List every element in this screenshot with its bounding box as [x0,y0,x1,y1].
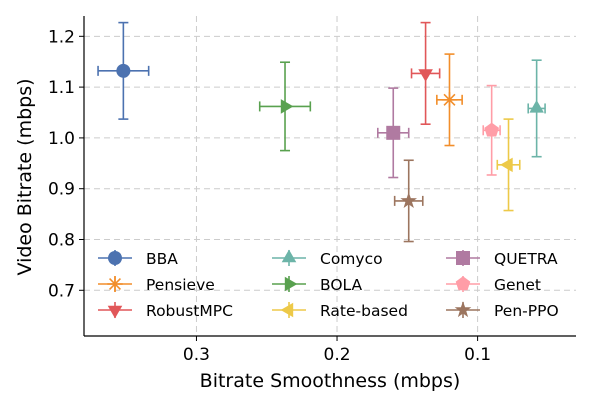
data-point-pensieve [436,53,463,147]
data-point-bba [97,21,150,120]
axes [79,16,576,341]
legend-label: Rate-based [320,302,408,320]
legend-item-comyco: Comyco [272,249,383,268]
marker-triangle-left [500,157,513,173]
x-tick-label: 0.1 [464,345,491,365]
legend-label: Genet [494,276,541,294]
marker-asterisk-stroke [108,277,122,291]
legend-label: BOLA [320,276,363,294]
y-tick-label: 1.1 [48,78,75,98]
marker-triangle-down [418,69,433,82]
data-point-quetra [376,87,410,179]
legend-label: Comyco [320,250,383,268]
data-points [97,21,546,243]
legend-label: Pen-PPO [494,302,559,320]
legend-label: RobustMPC [146,302,233,320]
legend-item-bola: BOLA [272,276,363,294]
x-tick-label: 0.3 [183,345,210,365]
marker-star [454,301,472,318]
marker-asterisk [441,92,458,108]
tick-labels: 0.3 0.2 0.1 0.7 0.8 0.9 1.0 1.1 1.2 [48,27,491,365]
legend-item-pen-ppo: Pen-PPO [446,301,559,320]
x-tick-label: 0.2 [324,345,351,365]
legend-label: Pensieve [146,276,215,294]
marker-pentagon [455,276,471,291]
marker-circle [116,63,131,78]
y-axis-title: Video Bitrate (mbps) [14,78,36,275]
marker-square [456,251,470,265]
data-point-rate-based [496,118,521,212]
marker-square [386,125,401,140]
legend-item-bba: BBA [98,250,178,268]
data-point-robustmpc [410,21,441,125]
y-tick-label: 1.2 [48,27,75,47]
legend-item-genet: Genet [446,276,541,294]
marker-triangle-down [107,305,123,319]
legend-item-rate-based: Rate-based [272,302,408,320]
legend-item-robustmpc: RobustMPC [98,302,233,320]
y-tick-label: 1.0 [48,129,75,149]
marker-circle [108,251,122,265]
marker-asterisk-stroke [443,93,456,106]
legend-label: QUETRA [494,250,558,268]
data-point-pen-ppo [393,159,424,243]
y-tick-label: 0.8 [48,230,75,250]
marker-triangle-right [280,99,294,114]
marker-triangle-up [529,100,544,113]
y-tick-label: 0.7 [48,281,75,301]
marker-asterisk [107,276,123,292]
marker-triangle-up [281,249,297,263]
data-point-comyco [527,59,546,158]
data-point-genet [482,84,501,176]
legend-item-quetra: QUETRA [446,250,558,268]
x-axis-title: Bitrate Smoothness (mbps) [200,370,461,392]
legend-label: BBA [146,250,178,268]
data-point-bola [258,61,312,152]
marker-pentagon [484,122,499,137]
grid [84,16,576,336]
marker-triangle-right [284,276,298,292]
legend: BBA Pensieve RobustMPC Comyco BOLA Rate-based… [98,249,559,320]
legend-item-pensieve: Pensieve [98,276,215,294]
marker-triangle-left [280,302,294,318]
y-tick-label: 0.9 [48,180,75,200]
marker-star [400,192,417,208]
